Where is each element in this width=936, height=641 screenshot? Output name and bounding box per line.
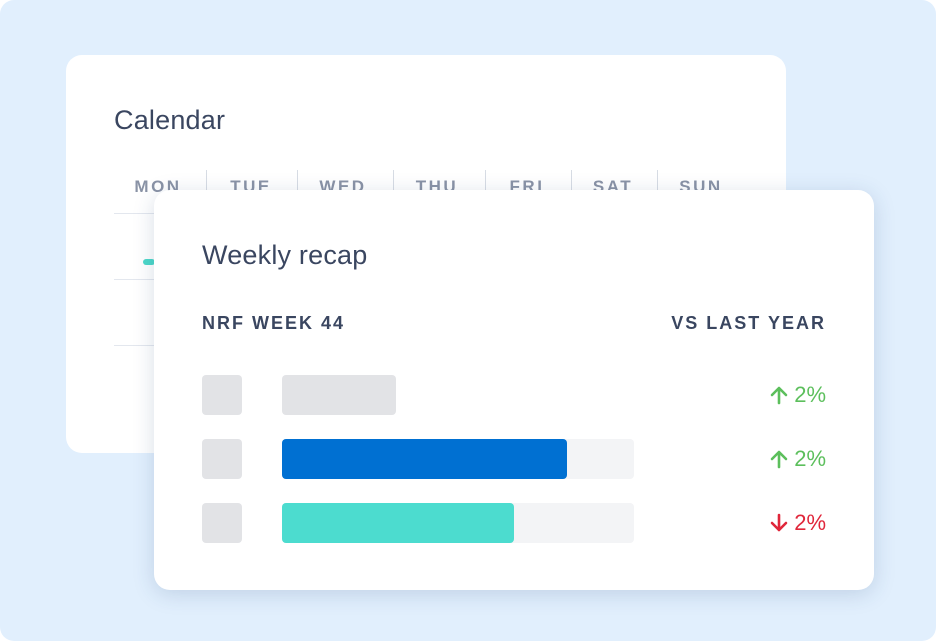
- calendar-title: Calendar: [114, 105, 226, 135]
- recap-row: 2%: [154, 503, 874, 543]
- row-icon-placeholder: [202, 503, 242, 543]
- recap-title: Weekly recap: [202, 240, 368, 270]
- row-icon-placeholder: [202, 375, 242, 415]
- calendar-event-marker[interactable]: [143, 259, 155, 265]
- week-label: NRF WEEK 44: [202, 313, 346, 333]
- day-separator: [571, 170, 572, 200]
- recap-row: 2%: [154, 439, 874, 479]
- row-bar-track: [282, 503, 634, 543]
- row-bar-fill: [282, 375, 396, 415]
- row-change: 2%: [770, 503, 826, 543]
- arrow-up-icon: [770, 385, 788, 405]
- row-bar-track: [282, 439, 634, 479]
- row-bar-fill: [282, 503, 515, 543]
- day-separator: [393, 170, 394, 200]
- row-change-value: 2%: [794, 382, 826, 407]
- day-separator: [297, 170, 298, 200]
- row-bar-fill: [282, 439, 568, 479]
- day-separator: [657, 170, 658, 200]
- arrow-up-icon: [770, 449, 788, 469]
- row-icon-placeholder: [202, 439, 242, 479]
- row-change: 2%: [770, 439, 826, 479]
- day-separator: [206, 170, 207, 200]
- row-change-value: 2%: [794, 446, 826, 471]
- weekly-recap-card: Weekly recap NRF WEEK 44 VS LAST YEAR 2%…: [154, 190, 874, 590]
- row-change-value: 2%: [794, 510, 826, 535]
- recap-row: 2%: [154, 375, 874, 415]
- arrow-down-icon: [770, 513, 788, 533]
- day-separator: [485, 170, 486, 200]
- comparison-label: VS LAST YEAR: [671, 313, 826, 333]
- row-change: 2%: [770, 375, 826, 415]
- row-bar-track: [282, 375, 396, 415]
